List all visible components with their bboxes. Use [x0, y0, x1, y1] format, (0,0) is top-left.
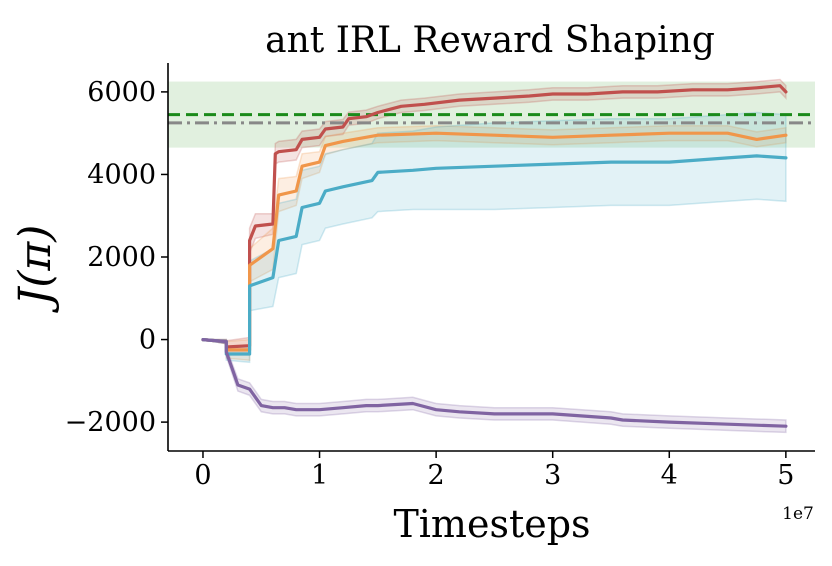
- x-tick-label: 5: [777, 460, 794, 491]
- x-axis-offset-label: 1e7: [782, 504, 814, 524]
- y-tick-label: 6000: [87, 77, 156, 108]
- x-tick-label: 0: [194, 460, 211, 491]
- x-tick-label: 1: [311, 460, 328, 491]
- y-tick-label: −2000: [65, 407, 156, 438]
- axes: 0 1 2 3 4 5 −2000 0 2000 4000 6000: [65, 63, 815, 491]
- series-4-line: [201, 338, 788, 428]
- chart-title: ant IRL Reward Shaping: [265, 20, 715, 61]
- x-axis-label: Timesteps: [393, 502, 590, 546]
- y-tick-label: 2000: [87, 242, 156, 273]
- x-tick-label: 2: [428, 460, 445, 491]
- y-tick-label: 0: [139, 325, 156, 356]
- y-tick-label: 4000: [87, 159, 156, 190]
- series-3-line: [201, 154, 788, 356]
- x-tick-label: 3: [544, 460, 561, 491]
- y-axis-label: J(π): [10, 225, 61, 314]
- x-tick-label: 4: [661, 460, 678, 491]
- plot-area: [168, 78, 815, 434]
- series-1-line: [201, 84, 788, 349]
- series-4-band: [202, 338, 787, 434]
